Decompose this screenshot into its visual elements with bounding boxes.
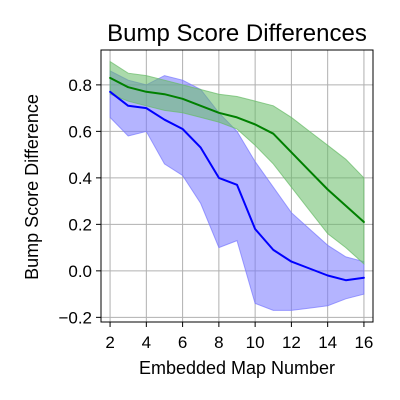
y-tick-label: −0.2	[58, 308, 92, 327]
series-line-2	[109, 76, 365, 223]
y-tick-label: 0.0	[68, 262, 92, 281]
x-tick-label: 6	[178, 333, 187, 352]
confidence-band-2	[109, 60, 365, 266]
series-lines	[109, 76, 365, 282]
y-axis-label: Bump Score Difference	[22, 94, 42, 280]
x-tick-label: 14	[318, 333, 337, 352]
x-tick-label: 10	[246, 333, 265, 352]
confidence-bands	[109, 60, 365, 311]
x-axis-label: Embedded Map Number	[139, 358, 335, 378]
y-tick-label: 0.8	[68, 76, 92, 95]
x-tick-label: 16	[354, 333, 373, 352]
y-tick-label: 0.6	[68, 122, 92, 141]
plot-frame	[100, 49, 374, 323]
y-tick-label: 0.4	[68, 169, 92, 188]
chart-title: Bump Score Differences	[107, 20, 367, 47]
x-tick-label: 8	[214, 333, 223, 352]
axis-ticks: 2 4 6 8 10 12 14 16 −0.2 0.0 0.2 0.4 0.6 0.8	[58, 76, 373, 352]
x-tick-label: 12	[282, 333, 301, 352]
x-tick-label: 2	[105, 333, 114, 352]
x-tick-label: 4	[142, 333, 151, 352]
series-line-1	[109, 90, 365, 282]
y-tick-label: 0.2	[68, 215, 92, 234]
